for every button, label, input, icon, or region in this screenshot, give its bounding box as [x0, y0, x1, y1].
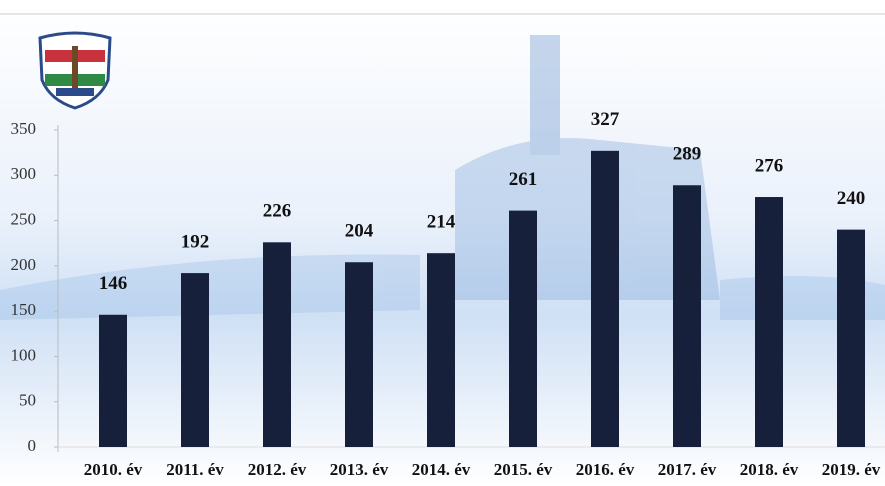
- data-label: 204: [345, 221, 374, 242]
- data-label: 240: [837, 188, 866, 209]
- bar: [837, 229, 865, 447]
- data-label: 327: [591, 109, 620, 130]
- x-tick-label: 2019. év: [822, 460, 881, 479]
- x-tick-label: 2016. év: [576, 460, 635, 479]
- y-tick-label: 250: [11, 209, 37, 228]
- data-label: 276: [755, 155, 784, 176]
- data-label: 289: [673, 144, 702, 165]
- y-tick-label: 0: [28, 436, 37, 455]
- bar: [427, 253, 455, 447]
- y-tick-label: 200: [11, 255, 37, 274]
- x-tick-label: 2011. év: [166, 460, 224, 479]
- x-tick-label: 2014. év: [412, 460, 471, 479]
- data-label: 192: [181, 231, 210, 252]
- bar: [345, 262, 373, 447]
- bar: [509, 210, 537, 447]
- bar: [181, 273, 209, 447]
- y-tick-label: 150: [11, 300, 37, 319]
- bar: [673, 185, 701, 447]
- bar: [591, 150, 619, 447]
- x-tick-label: 2012. év: [248, 460, 307, 479]
- x-tick-label: 2010. év: [84, 460, 143, 479]
- y-tick-label: 100: [11, 345, 37, 364]
- data-label: 261: [509, 169, 538, 190]
- x-tick-label: 2013. év: [330, 460, 389, 479]
- data-label: 146: [99, 273, 128, 294]
- x-tick-label: 2017. év: [658, 460, 717, 479]
- logo: [38, 31, 112, 110]
- data-label: 226: [263, 201, 292, 222]
- bar: [755, 197, 783, 447]
- y-tick-label: 50: [19, 391, 36, 410]
- x-tick-label: 2015. év: [494, 460, 553, 479]
- bar: [99, 314, 127, 447]
- y-tick-label: 300: [11, 164, 37, 183]
- x-tick-label: 2018. év: [740, 460, 799, 479]
- y-tick-label: 350: [11, 119, 37, 138]
- data-label: 214: [427, 212, 456, 233]
- bar: [263, 242, 291, 447]
